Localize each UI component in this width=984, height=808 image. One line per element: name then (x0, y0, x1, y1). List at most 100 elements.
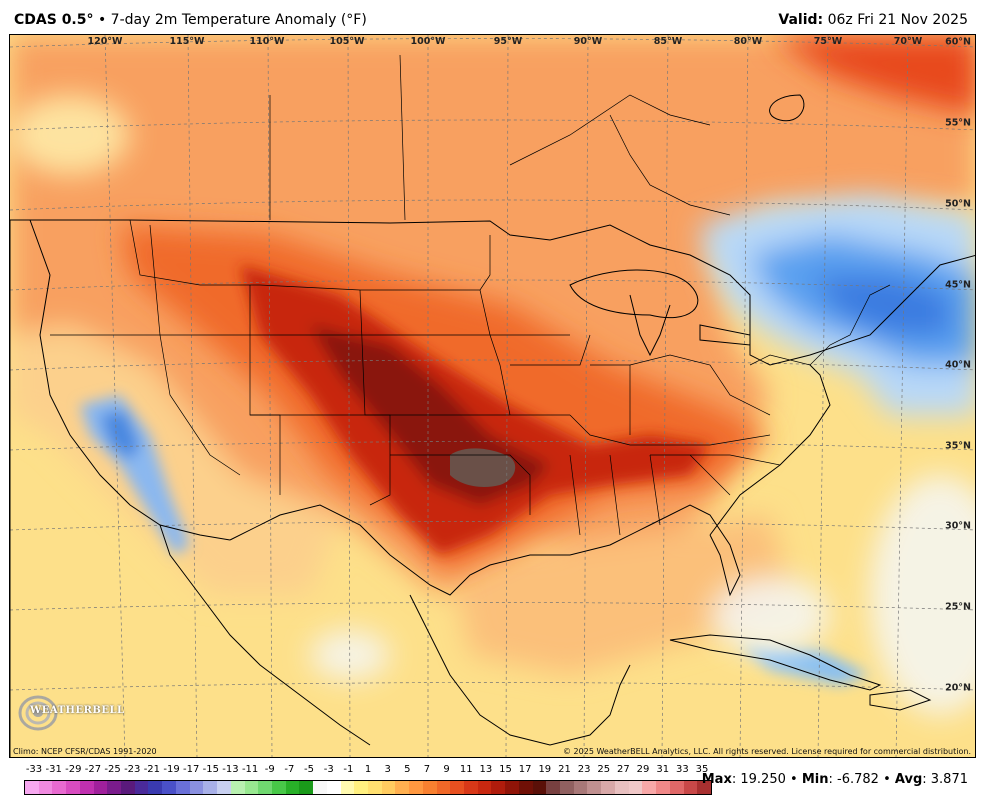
colorbar-swatch (25, 781, 39, 794)
lat-label: 40°N (945, 359, 971, 371)
colorbar-swatch (121, 781, 135, 794)
legend-tick-label: 15 (499, 764, 512, 775)
colorbar (24, 780, 712, 795)
lon-label: 75°W (813, 36, 843, 47)
colorbar-swatch (450, 781, 464, 794)
legend-tick-label: -17 (183, 764, 200, 775)
color-legend: -33 -31 -29 -27 -25 -23 -21 -19 -17 -15 -13 -11 -9 -7… (14, 762, 714, 808)
map-canvas (10, 35, 975, 757)
legend-tick-label: -19 (163, 764, 180, 775)
max-value: 19.250 (740, 772, 786, 787)
colorbar-swatch (573, 781, 588, 794)
legend-tick-label: 35 (695, 764, 709, 775)
lat-label: 50°N (945, 198, 971, 210)
state-boundaries (50, 54, 891, 536)
cold-anomaly-caribbean (740, 645, 870, 685)
copyright-note: © 2025 WeatherBELL Analytics, LLC. All r… (563, 747, 971, 756)
colorbar-swatch (628, 781, 643, 794)
lon-label: 110°W (249, 36, 285, 47)
colorbar-swatch (381, 781, 396, 794)
colorbar-swatch (367, 781, 382, 794)
legend-tick-label: 27 (617, 764, 630, 775)
lat-label: 45°N (945, 279, 971, 291)
product-name: 7-day 2m Temperature Anomaly (°F) (110, 12, 367, 28)
colorbar-swatch (79, 781, 94, 794)
legend-tick-label: 3 (384, 764, 391, 775)
lat-label: 60°N (945, 36, 971, 48)
avg-label: Avg (894, 772, 923, 787)
colorbar-swatch (505, 781, 519, 794)
legend-tick-label: -29 (65, 764, 82, 775)
colorbar-swatch (422, 781, 437, 794)
legend-tick-label: -5 (304, 764, 315, 775)
stats-bullet: • (790, 772, 798, 787)
legend-tick-label: 11 (459, 764, 473, 775)
colorbar-swatch (285, 781, 300, 794)
anomaly-map[interactable]: 120°W 115°W 110°W 105°W 100°W 95°W 90°W … (9, 34, 976, 758)
colorbar-swatch (395, 781, 410, 794)
legend-tick-label: -21 (143, 764, 161, 775)
lat-label: 55°N (945, 117, 971, 129)
cold-anomaly-northeast (700, 195, 975, 415)
colorbar-swatch (669, 781, 684, 794)
colorbar-swatch (491, 781, 506, 794)
colorbar-swatch (230, 781, 245, 794)
legend-tick-label: 17 (518, 764, 532, 775)
colorbar-swatch (175, 781, 190, 794)
legend-tick-label: 7 (423, 764, 431, 775)
colorbar-swatch (52, 781, 67, 794)
lon-label: 100°W (410, 36, 446, 47)
map-title: CDAS 0.5° • 7-day 2m Temperature Anomaly… (14, 12, 367, 28)
colorbar-swatch (313, 781, 327, 794)
valid-label: Valid: (778, 12, 824, 28)
colorbar-swatch (189, 781, 204, 794)
colorbar-swatch (560, 781, 574, 794)
colorbar-swatch (162, 781, 176, 794)
legend-tick-label: 9 (443, 764, 450, 775)
valid-time: Valid: 06z Fri 21 Nov 2025 (778, 12, 968, 28)
climo-note: Climo: NCEP CFSR/CDAS 1991-2020 (13, 747, 157, 756)
legend-tick-label: 23 (577, 764, 591, 775)
colorbar-swatch (93, 781, 108, 794)
colorbar-swatch (66, 781, 80, 794)
colorbar-swatch (546, 781, 561, 794)
logo-text: WEATHERBELL (30, 705, 125, 716)
min-label: Min (801, 772, 829, 787)
colorbar-swatch (244, 781, 259, 794)
colorbar-swatch (148, 781, 163, 794)
legend-tick-label: 25 (597, 764, 611, 775)
colorbar-swatch (436, 781, 451, 794)
lat-label: 20°N (945, 682, 971, 694)
legend-tick-label: -13 (222, 764, 239, 775)
colorbar-swatch (601, 781, 615, 794)
legend-tick-label: -33 (25, 764, 43, 775)
legend-tick-label: 13 (479, 764, 493, 775)
colorbar-swatch (258, 781, 272, 794)
legend-tick-label: -25 (104, 764, 121, 775)
max-anomaly-core (450, 448, 516, 487)
weatherbell-logo: WEATHERBELL (16, 691, 124, 735)
header: CDAS 0.5° • 7-day 2m Temperature Anomaly… (0, 0, 984, 34)
colorbar-swatch (354, 781, 368, 794)
cold-anomaly-california (80, 395, 190, 555)
colorbar-swatch (203, 781, 218, 794)
legend-tick-label: 31 (656, 764, 670, 775)
legend-tick-label: 29 (636, 764, 650, 775)
field-statistics: Max: 19.250 • Min: -6.782 • Avg: 3.871 (701, 772, 968, 787)
legend-tick-label: 21 (558, 764, 571, 775)
colorbar-swatch (340, 781, 355, 794)
colorbar-swatch (532, 781, 547, 794)
lon-label: 90°W (573, 36, 603, 47)
lat-label: 30°N (945, 520, 971, 532)
lon-label: 115°W (169, 36, 205, 47)
graticule (10, 35, 975, 757)
colorbar-swatch (697, 781, 711, 794)
colorbar-swatch (464, 781, 478, 794)
colorbar-swatch (134, 781, 149, 794)
legend-tick-label: -23 (124, 764, 141, 775)
near-normal-patches (10, 95, 975, 715)
legend-tick-label: -27 (84, 764, 102, 775)
logo-swirl-icon (18, 695, 58, 731)
legend-tick-label: -15 (202, 764, 219, 775)
legend-tick-label: -3 (323, 764, 334, 775)
